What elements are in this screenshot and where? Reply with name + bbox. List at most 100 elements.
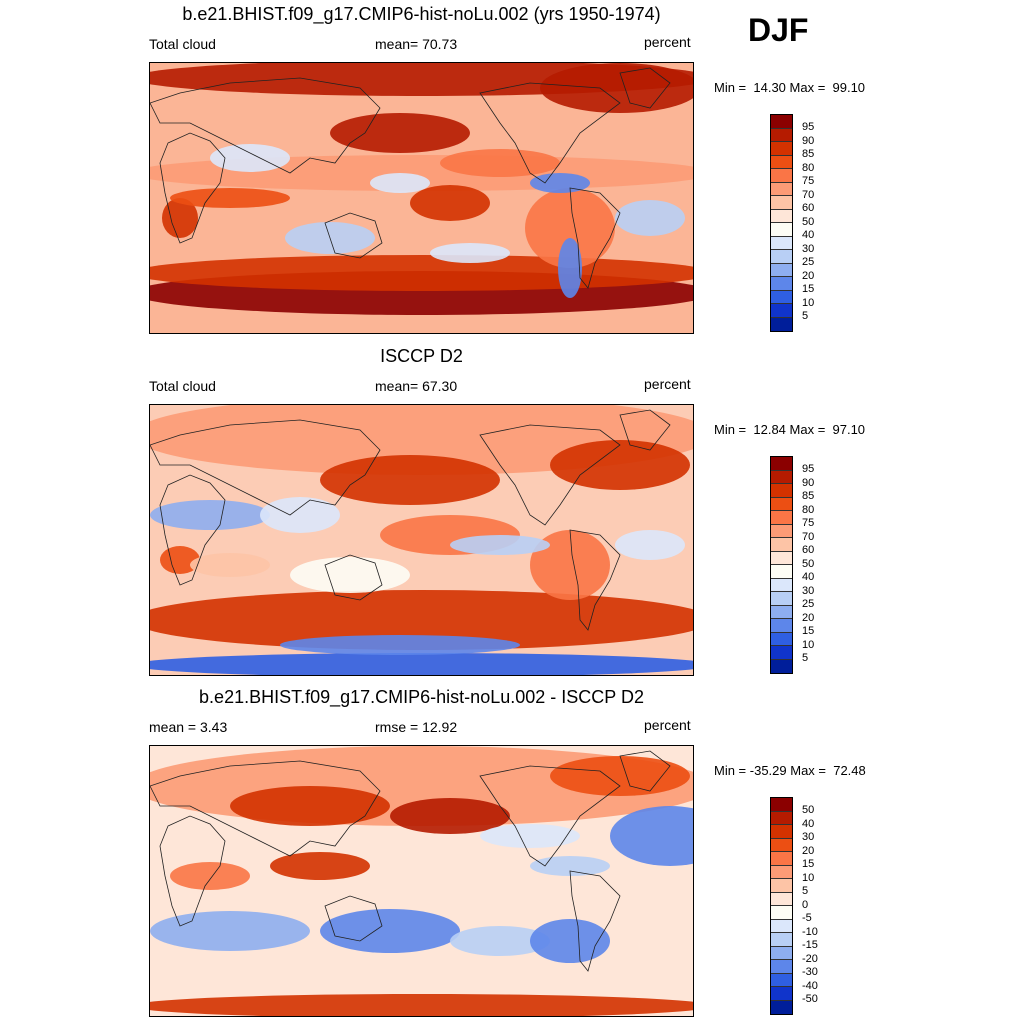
contour-region xyxy=(270,852,370,880)
colorbar xyxy=(770,456,793,674)
colorbar-swatch xyxy=(771,852,792,866)
colorbar-swatch xyxy=(771,892,792,906)
coastline xyxy=(479,765,621,867)
panel-units-label: percent xyxy=(644,376,691,392)
colorbar-swatch xyxy=(771,236,792,250)
colorbar-swatch xyxy=(771,811,792,825)
colorbar-swatch xyxy=(771,457,792,471)
panel-units-label: percent xyxy=(644,34,691,50)
contour-map xyxy=(149,404,694,676)
contour-region xyxy=(440,149,560,177)
coastline xyxy=(479,424,621,526)
panel-left-label: Total cloud xyxy=(149,378,216,394)
colorbar-swatch xyxy=(771,470,792,484)
contour-region xyxy=(150,911,310,951)
panel-center-label: rmse = 12.92 xyxy=(375,719,458,735)
contour-region xyxy=(170,862,250,890)
colorbar-tick-label: 15 xyxy=(802,283,815,295)
colorbar-swatch xyxy=(771,919,792,933)
colorbar-swatch xyxy=(771,182,792,196)
contour-region xyxy=(170,188,290,208)
colorbar-swatch xyxy=(771,497,792,511)
colorbar-tick-label: 5 xyxy=(802,885,809,897)
coastline xyxy=(619,409,671,451)
panel-title: b.e21.BHIST.f09_g17.CMIP6-hist-noLu.002 … xyxy=(199,687,644,707)
contour-region xyxy=(615,530,685,560)
colorbar-swatch xyxy=(771,155,792,169)
panel-center-label: mean= 70.73 xyxy=(375,36,458,52)
contour-region xyxy=(320,455,500,505)
contour-region xyxy=(160,546,200,574)
contour-region xyxy=(150,255,693,291)
colorbar-tick-label: -40 xyxy=(802,979,818,992)
colorbar-tick-label: 30 xyxy=(802,242,815,255)
contour-region xyxy=(260,497,340,533)
colorbar-tick-label: -50 xyxy=(802,993,818,1005)
colorbar-swatch xyxy=(771,250,792,264)
colorbar-tick-label: 70 xyxy=(802,530,815,543)
colorbar-tick-label: 80 xyxy=(802,161,815,174)
colorbar-tick-label: 50 xyxy=(802,557,815,570)
colorbar-swatch xyxy=(771,879,792,893)
contour-region xyxy=(190,553,270,577)
colorbar-tick-label: 90 xyxy=(802,134,815,147)
contour-region xyxy=(280,635,520,655)
colorbar-swatch xyxy=(771,825,792,839)
colorbar-swatch xyxy=(771,987,792,1001)
colorbar-swatch xyxy=(771,317,792,331)
colorbar-tick-label: 40 xyxy=(802,571,815,583)
contour-region xyxy=(525,188,615,268)
coastline xyxy=(324,895,383,942)
contour-region xyxy=(330,113,470,153)
contour-region xyxy=(150,500,270,530)
coastline xyxy=(569,870,621,972)
colorbar-tick-label: 20 xyxy=(802,844,815,857)
colorbar-swatch xyxy=(771,798,792,812)
panel-left-label: mean = 3.43 xyxy=(149,719,228,735)
contour-region xyxy=(430,243,510,263)
contour-region xyxy=(150,590,693,650)
colorbar-swatch xyxy=(771,263,792,277)
colorbar-tick-label: 90 xyxy=(802,476,815,489)
colorbar-tick-label: 10 xyxy=(802,296,815,309)
coastline xyxy=(159,474,226,586)
colorbar-swatch xyxy=(771,115,792,129)
colorbar-tick-label: 60 xyxy=(802,544,815,556)
colorbar-swatch xyxy=(771,524,792,538)
colorbar-swatch xyxy=(771,142,792,156)
contour-region xyxy=(610,806,693,866)
contour-region xyxy=(390,798,510,834)
colorbar-swatch xyxy=(771,128,792,142)
colorbar-swatch xyxy=(771,551,792,565)
contour-region xyxy=(210,144,290,172)
colorbar-swatch xyxy=(771,1000,792,1014)
colorbar-swatch xyxy=(771,169,792,183)
colorbar-swatch xyxy=(771,290,792,304)
colorbar-tick-label: 10 xyxy=(802,638,815,651)
contour-region xyxy=(550,756,690,796)
colorbar-swatch xyxy=(771,511,792,525)
colorbar-swatch xyxy=(771,605,792,619)
coastline xyxy=(159,815,226,927)
contour-region xyxy=(450,535,550,555)
contour-region xyxy=(530,856,610,876)
coastline xyxy=(619,750,671,792)
contour-region xyxy=(410,185,490,221)
contour-region xyxy=(162,198,198,238)
min-max-readout: Min = -35.29 Max = 72.48 xyxy=(714,763,866,778)
colorbar-tick-label: 50 xyxy=(802,804,815,816)
colorbar-swatch xyxy=(771,196,792,210)
colorbar-swatch xyxy=(771,646,792,660)
colorbar-swatch xyxy=(771,223,792,237)
colorbar-swatch xyxy=(771,619,792,633)
colorbar-tick-label: 85 xyxy=(802,148,815,160)
colorbar-swatch xyxy=(771,565,792,579)
colorbar-swatch xyxy=(771,933,792,947)
colorbar-tick-label: 75 xyxy=(802,517,815,529)
contour-region xyxy=(540,63,693,113)
colorbar-swatch xyxy=(771,209,792,223)
colorbar-tick-label: 20 xyxy=(802,269,815,282)
contour-region xyxy=(615,200,685,236)
coastline xyxy=(569,187,621,289)
colorbar-tick-label: 25 xyxy=(802,256,815,268)
